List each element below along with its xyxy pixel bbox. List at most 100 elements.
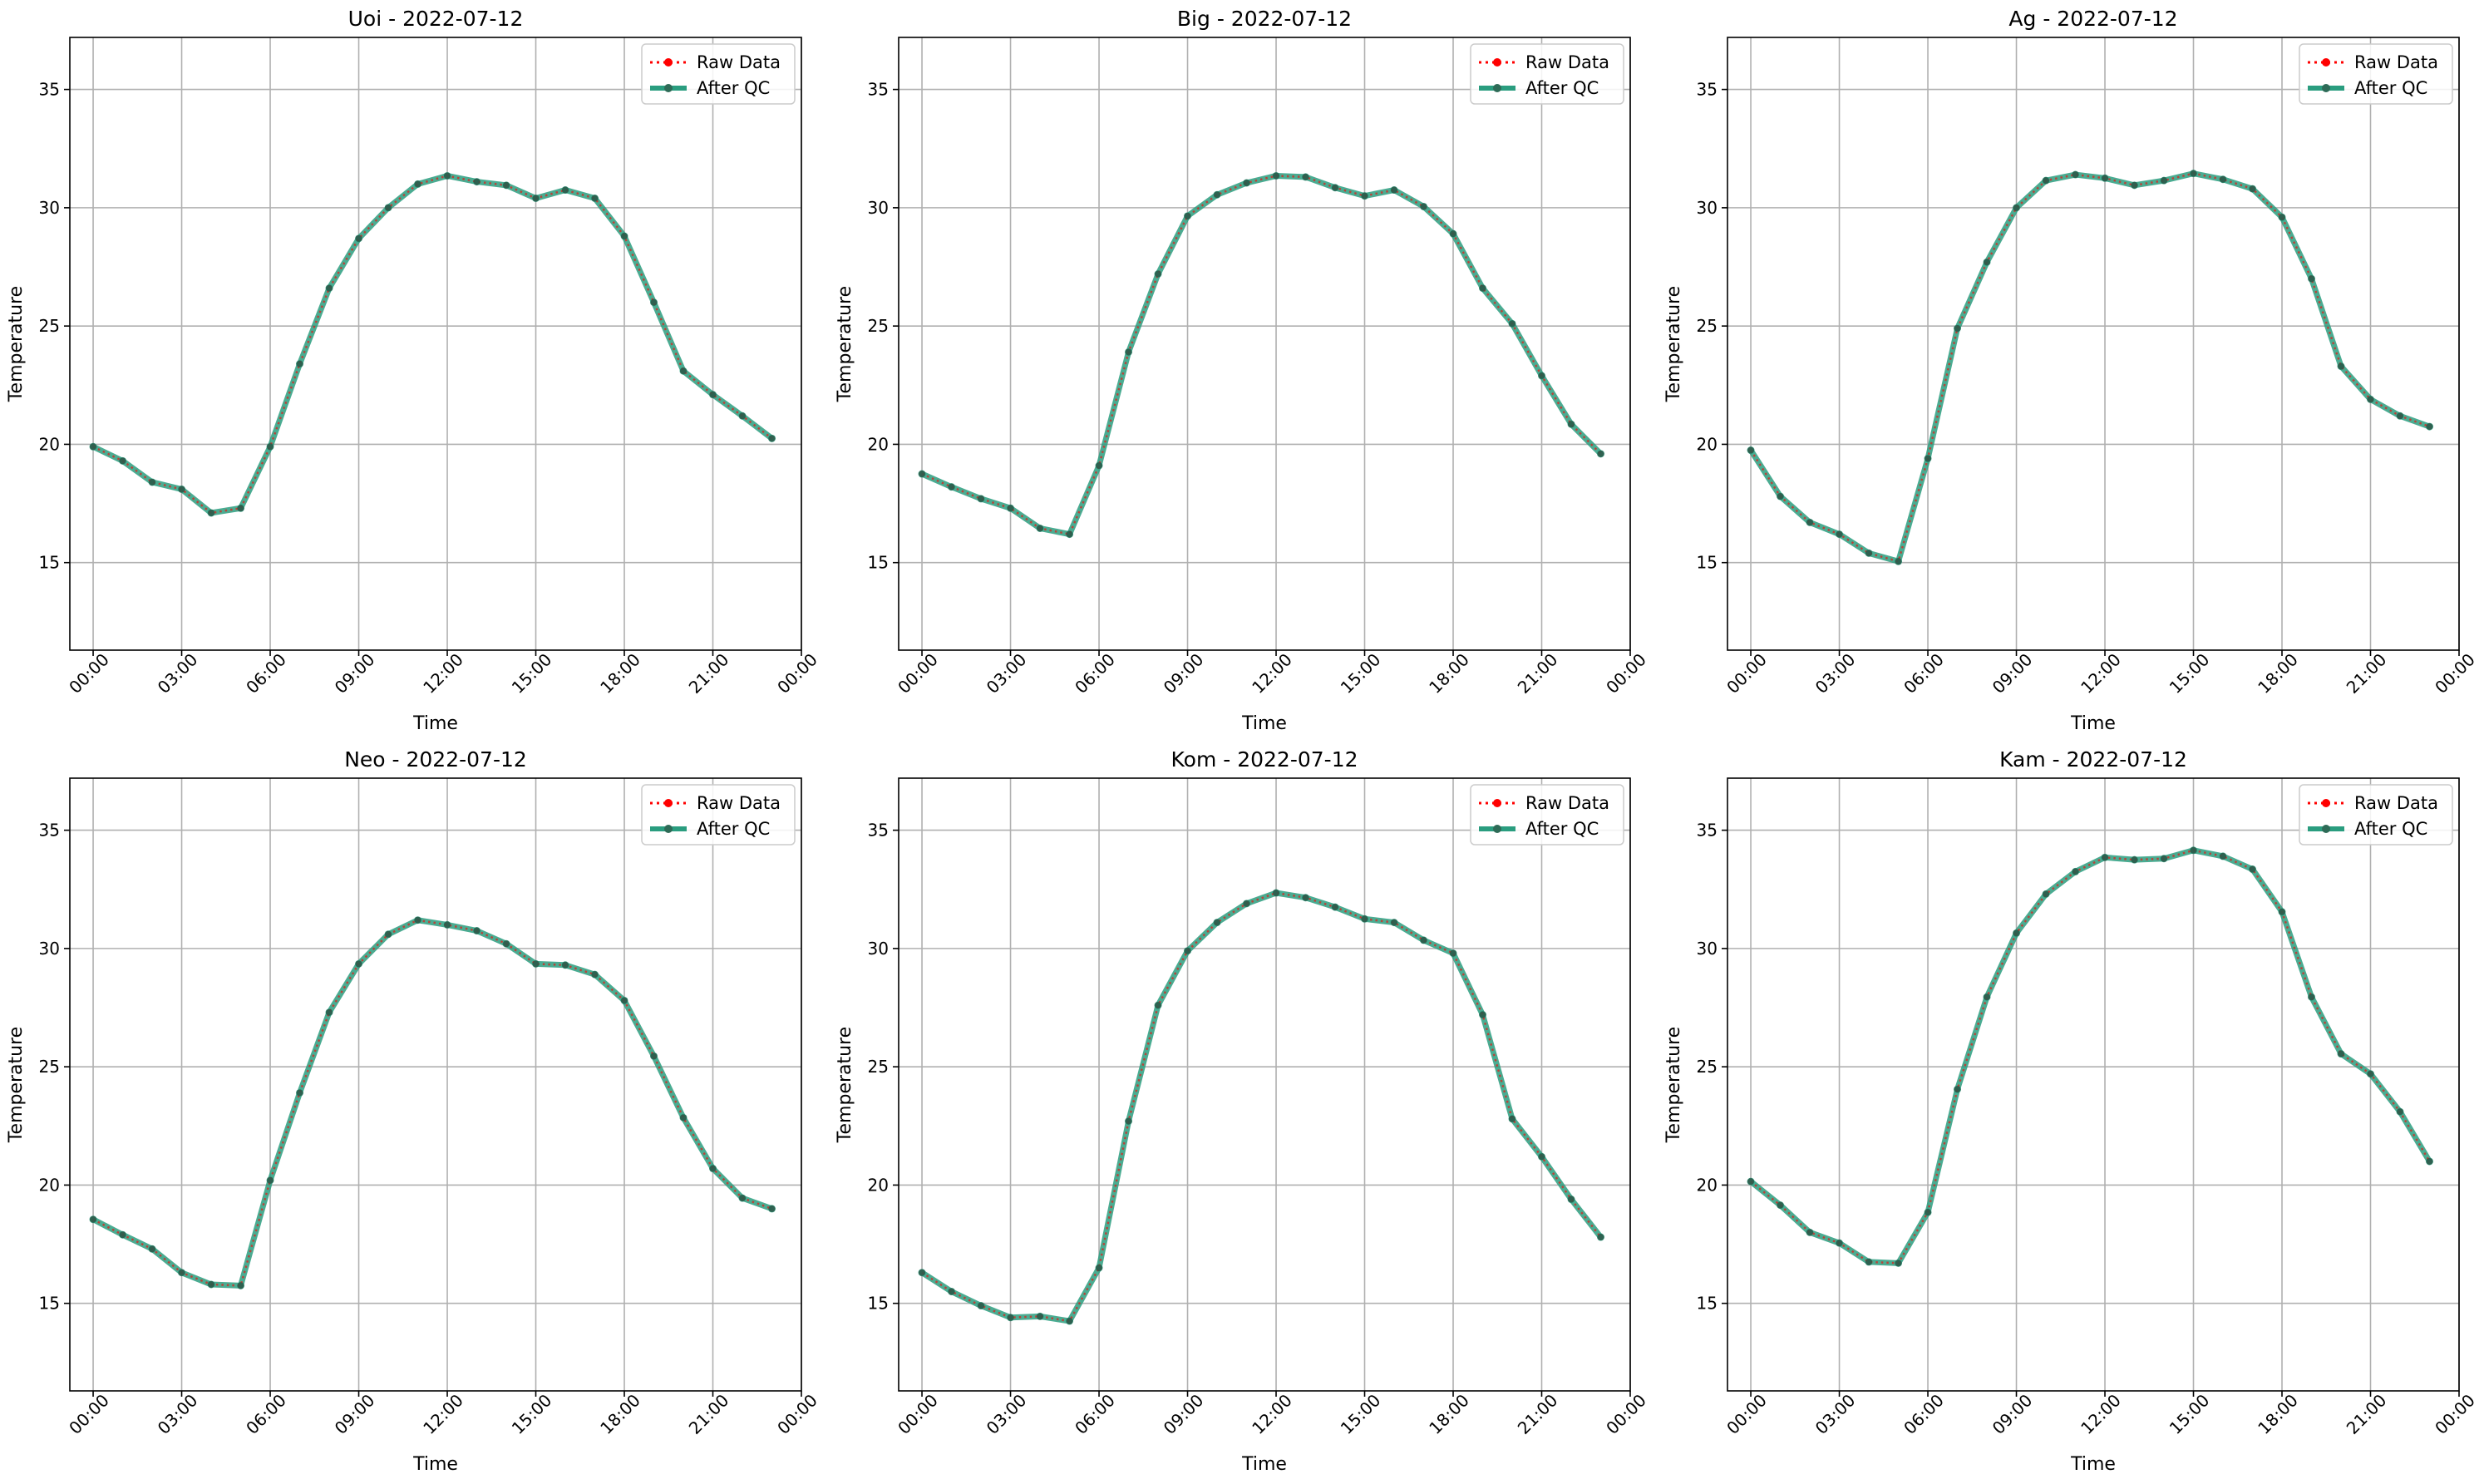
raw-data-point <box>650 1053 658 1060</box>
x-tick-label: 00:00 <box>65 1390 113 1438</box>
y-axis-label: Temperature <box>835 286 855 402</box>
raw-data-point <box>444 172 451 180</box>
raw-data-point <box>1391 919 1398 926</box>
y-tick-label: 30 <box>39 198 60 218</box>
raw-data-point <box>978 1302 985 1309</box>
raw-data-point <box>444 921 451 929</box>
x-tick-label: 12:00 <box>1248 1390 1296 1438</box>
raw-data-point <box>119 1231 126 1239</box>
legend-label-raw-data: Raw Data <box>2354 793 2438 813</box>
raw-data-point <box>2131 856 2138 864</box>
legend: Raw Data After QC <box>641 784 796 846</box>
x-tick-label: 12:00 <box>419 1390 467 1438</box>
raw-data-point <box>503 940 510 948</box>
legend: Raw Data After QC <box>2299 784 2453 846</box>
y-tick-label: 20 <box>39 1175 60 1195</box>
raw-data-point <box>2308 993 2315 1001</box>
raw-data-point <box>385 204 392 211</box>
raw-data-point <box>1806 519 1814 526</box>
legend: Raw Data After QC <box>641 43 796 105</box>
raw-data-point <box>2072 868 2079 875</box>
series-line-after-qc <box>920 890 1604 1324</box>
x-axis-label: Time <box>2070 713 2116 734</box>
legend-label-after-qc: After QC <box>697 78 770 98</box>
x-tick-label: 21:00 <box>685 649 733 698</box>
legend-label-after-qc: After QC <box>2354 78 2427 98</box>
x-axis-label: Time <box>412 713 458 734</box>
raw-data-point <box>1184 947 1191 954</box>
x-tick-label: 00:00 <box>773 649 821 698</box>
y-axis-label: Temperature <box>1663 286 1684 402</box>
subplot-4: 00:00 03:00 06:00 09:00 12:00 15:00 18:00 21:00… <box>6 747 821 1475</box>
raw-data-point <box>1538 372 1545 379</box>
x-tick-label: 00:00 <box>1602 649 1650 698</box>
x-tick-label: 00:00 <box>894 649 942 698</box>
subplot-2: 00:00 03:00 06:00 09:00 12:00 15:00 18:00 21:00… <box>835 7 1650 734</box>
subplot-title: Kom - 2022-07-12 <box>1171 747 1358 772</box>
raw-data-point <box>1125 1117 1132 1125</box>
raw-data-point <box>1597 450 1604 457</box>
raw-data-point <box>149 478 156 486</box>
x-tick-label: 00:00 <box>65 649 113 698</box>
x-tick-label: 06:00 <box>242 649 290 698</box>
x-tick-label: 21:00 <box>1514 649 1562 698</box>
raw-data-point <box>1509 320 1516 328</box>
series-line-raw-data <box>92 919 772 1287</box>
raw-data-point <box>2072 171 2079 179</box>
legend-marker-after-qc <box>2322 84 2330 92</box>
x-axis-label: Time <box>412 1454 458 1475</box>
legend-label-raw-data: Raw Data <box>2354 52 2438 72</box>
raw-data-point <box>237 505 244 512</box>
raw-data-point <box>1865 1258 1873 1265</box>
legend-label-raw-data: Raw Data <box>697 793 781 813</box>
raw-data-point <box>532 195 540 202</box>
legend-marker-raw-data <box>2322 799 2330 807</box>
raw-data-point <box>709 1165 717 1172</box>
x-tick-label: 12:00 <box>2077 649 2125 698</box>
raw-data-point <box>1836 530 1843 538</box>
legend-label-raw-data: Raw Data <box>697 52 781 72</box>
y-tick-label: 15 <box>868 1294 889 1314</box>
y-tick-label: 30 <box>39 939 60 959</box>
raw-data-point <box>1777 1201 1784 1209</box>
raw-data-point <box>208 1280 215 1288</box>
raw-data-point <box>768 1205 776 1212</box>
raw-data-point <box>1479 1011 1486 1018</box>
raw-data-point <box>1895 1260 1902 1267</box>
raw-data-point <box>1066 530 1073 538</box>
legend-marker-raw-data <box>1493 58 1501 67</box>
raw-data-point <box>709 391 717 398</box>
raw-data-point <box>591 195 599 202</box>
raw-data-point <box>2279 214 2286 221</box>
y-tick-label: 25 <box>39 1057 60 1077</box>
y-tick-label: 15 <box>39 1294 60 1314</box>
legend-label-after-qc: After QC <box>2354 819 2427 839</box>
y-tick-label: 15 <box>39 553 60 573</box>
raw-data-point <box>2043 177 2050 185</box>
raw-data-point <box>1777 493 1784 500</box>
legend-marker-raw-data <box>1493 799 1501 807</box>
subplot-6: 00:00 03:00 06:00 09:00 12:00 15:00 18:00 21:00… <box>1663 747 2479 1475</box>
raw-data-point <box>562 186 569 194</box>
raw-data-point <box>680 1114 688 1122</box>
raw-data-point <box>2249 865 2256 873</box>
raw-data-point <box>2338 1050 2345 1058</box>
x-tick-label: 00:00 <box>1602 1390 1650 1438</box>
y-axis-label: Temperature <box>6 1027 27 1143</box>
raw-data-point <box>1007 505 1014 512</box>
x-tick-label: 06:00 <box>242 1390 290 1438</box>
raw-data-point <box>948 1288 955 1295</box>
x-tick-label: 15:00 <box>508 649 556 698</box>
raw-data-point <box>621 233 628 240</box>
x-tick-label: 00:00 <box>2431 1390 2479 1438</box>
y-tick-label: 25 <box>868 316 889 336</box>
raw-data-point <box>355 960 362 968</box>
x-tick-label: 12:00 <box>2077 1390 2125 1438</box>
raw-data-point <box>562 961 569 969</box>
y-tick-label: 30 <box>868 198 889 218</box>
y-tick-label: 25 <box>868 1057 889 1077</box>
raw-data-point <box>739 412 747 420</box>
raw-data-point <box>1836 1240 1843 1247</box>
raw-data-point <box>1273 172 1280 180</box>
raw-data-point <box>1984 993 1991 1001</box>
